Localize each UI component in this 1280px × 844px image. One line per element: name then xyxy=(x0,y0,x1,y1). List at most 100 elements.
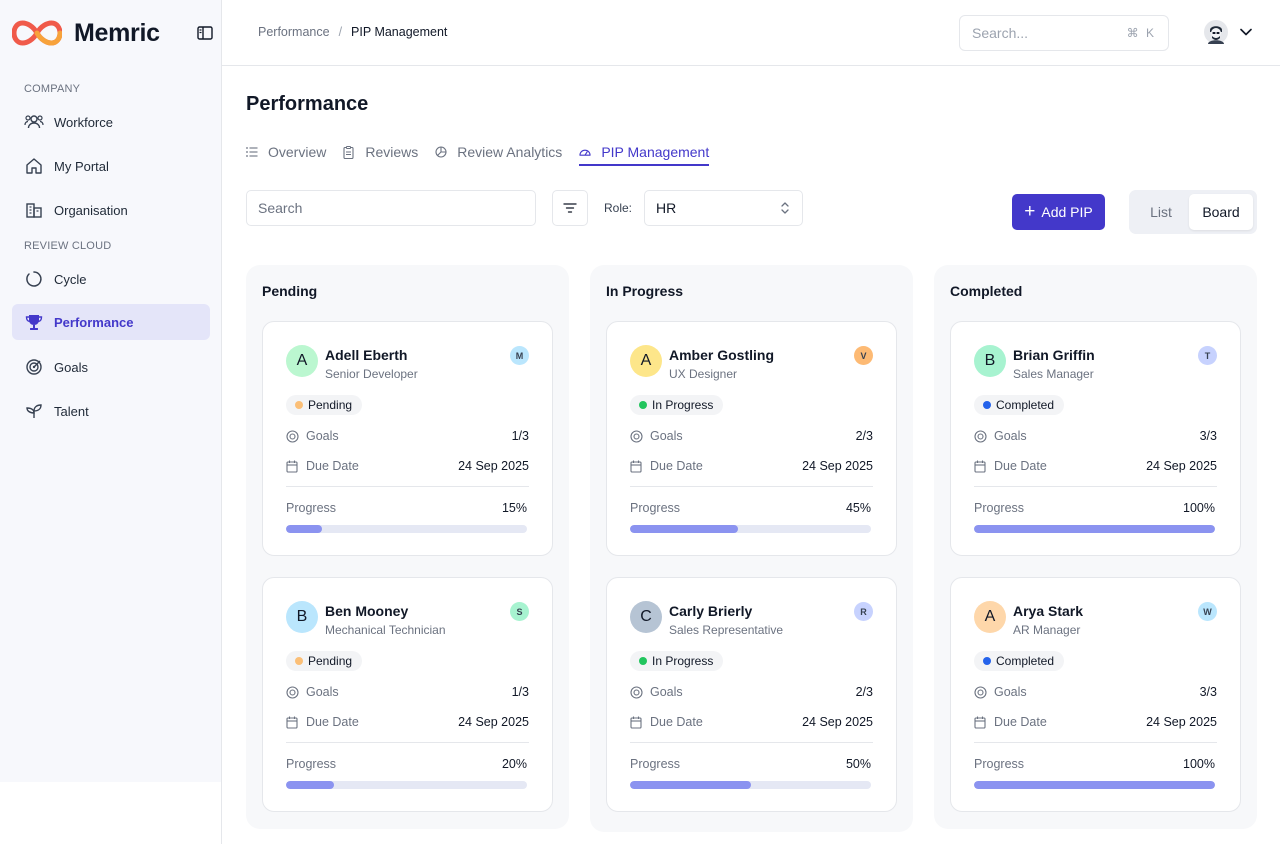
pip-card[interactable]: A Adell Eberth Senior Developer M Pending Goa… xyxy=(262,321,553,556)
employee-name: Arya Stark xyxy=(1013,603,1084,619)
view-option-list[interactable]: List xyxy=(1150,204,1172,220)
tab-overview[interactable]: Overview xyxy=(246,140,326,164)
trophy-icon xyxy=(24,312,44,332)
global-search-input[interactable]: Search... ⌘ K xyxy=(959,15,1169,51)
role-select-value: HR xyxy=(656,200,677,216)
goals-label: Goals xyxy=(994,429,1027,443)
clipboard-icon xyxy=(343,145,355,159)
goal-target-icon xyxy=(286,685,300,699)
progress-bar xyxy=(974,525,1215,533)
sidebar-item-label: Performance xyxy=(54,314,134,330)
sidebar-item-my-portal[interactable]: My Portal xyxy=(12,148,210,184)
progress-bar xyxy=(286,525,527,533)
tab-reviews[interactable]: Reviews xyxy=(343,140,418,164)
page-tabs: Overview Reviews Review Analytics PIP Ma… xyxy=(246,140,726,166)
pip-search-input[interactable] xyxy=(246,190,536,226)
sidebar-toggle-button[interactable] xyxy=(194,23,216,43)
tab-review-analytics[interactable]: Review Analytics xyxy=(435,140,562,164)
goals-label: Goals xyxy=(306,685,339,699)
progress-bar xyxy=(974,781,1215,789)
progress-bar xyxy=(630,525,871,533)
due-date-row: Due Date 24 Sep 2025 xyxy=(630,459,873,473)
status-dot-icon xyxy=(639,401,647,409)
goals-value: 3/3 xyxy=(1199,685,1217,699)
board-column-pending: Pending A Adell Eberth Senior Developer M Pen… xyxy=(246,265,569,829)
due-date-label: Due Date xyxy=(650,715,703,729)
sidebar: Memric COMPANY Workforce My Portal Organ… xyxy=(0,0,221,782)
sidebar-item-organisation[interactable]: Organisation xyxy=(12,192,210,228)
user-menu[interactable] xyxy=(1204,20,1252,44)
tab-label: Overview xyxy=(268,144,327,160)
filter-button[interactable] xyxy=(552,190,588,226)
goal-target-icon xyxy=(286,429,300,443)
progress-bar-fill xyxy=(974,525,1215,533)
progress-bar-fill xyxy=(974,781,1215,789)
tab-pip-management[interactable]: PIP Management xyxy=(579,140,710,166)
sidebar-item-performance[interactable]: Performance xyxy=(12,304,210,340)
app-name: Memric xyxy=(74,18,160,47)
goal-target-icon xyxy=(630,685,644,699)
pip-card[interactable]: B Ben Mooney Mechanical Technician S Pending… xyxy=(262,577,553,812)
due-date-row: Due Date 24 Sep 2025 xyxy=(974,459,1217,473)
board-column-completed: Completed B Brian Griffin Sales Manager T Com… xyxy=(934,265,1257,829)
add-pip-button[interactable]: + Add PIP xyxy=(1012,194,1105,230)
calendar-icon xyxy=(974,715,988,729)
status-dot-icon xyxy=(983,401,991,409)
employee-avatar: A xyxy=(974,601,1006,633)
target-icon xyxy=(24,357,44,377)
progress-bar-fill xyxy=(630,781,751,789)
status-label: Completed xyxy=(996,398,1055,412)
goals-row: Goals 2/3 xyxy=(630,429,873,443)
sidebar-item-workforce[interactable]: Workforce xyxy=(12,104,210,140)
due-date-label: Due Date xyxy=(306,459,359,473)
due-date-value: 24 Sep 2025 xyxy=(802,459,873,473)
app-logo[interactable]: Memric xyxy=(12,18,160,48)
goals-row: Goals 3/3 xyxy=(974,685,1217,699)
goals-label: Goals xyxy=(650,685,683,699)
status-label: In Progress xyxy=(652,398,714,412)
goal-target-icon xyxy=(630,429,644,443)
progress-label: Progress xyxy=(286,501,337,515)
user-avatar xyxy=(1204,20,1228,44)
employee-name: Amber Gostling xyxy=(669,347,775,363)
pip-card[interactable]: C Carly Brierly Sales Representative R In Pr… xyxy=(606,577,897,812)
calendar-icon xyxy=(630,715,644,729)
status-label: Pending xyxy=(308,398,353,412)
card-divider xyxy=(630,486,873,487)
employee-role: AR Manager xyxy=(1013,623,1081,637)
pip-card[interactable]: B Brian Griffin Sales Manager T Completed Goa… xyxy=(950,321,1241,556)
goals-label: Goals xyxy=(650,429,683,443)
status-badge: In Progress xyxy=(630,651,724,671)
pip-card[interactable]: A Amber Gostling UX Designer V In Progress Go… xyxy=(606,321,897,556)
goal-target-icon xyxy=(974,429,988,443)
breadcrumb: Performance / PIP Management xyxy=(258,25,447,39)
search-shortcut-hint: ⌘ K xyxy=(1126,26,1156,40)
status-badge: Completed xyxy=(974,395,1065,415)
sidebar-item-goals[interactable]: Goals xyxy=(12,349,210,385)
gauge-icon xyxy=(579,145,591,159)
sidebar-item-talent[interactable]: Talent xyxy=(12,393,210,429)
sidebar-item-cycle[interactable]: Cycle xyxy=(12,261,210,297)
goals-value: 1/3 xyxy=(511,685,529,699)
employee-role: Mechanical Technician xyxy=(325,623,446,637)
progress-value: 15% xyxy=(501,501,527,515)
sidebar-item-label: Workforce xyxy=(54,114,113,130)
breadcrumb-current: PIP Management xyxy=(351,25,448,39)
column-title: Pending xyxy=(262,283,318,299)
status-badge: Completed xyxy=(974,651,1065,671)
pip-card[interactable]: A Arya Stark AR Manager W Completed Goals 3/3 D… xyxy=(950,577,1241,812)
role-select[interactable]: HR xyxy=(644,190,803,226)
sidebar-item-label: Goals xyxy=(54,359,88,375)
breadcrumb-link-performance[interactable]: Performance xyxy=(258,25,330,39)
due-date-row: Due Date 24 Sep 2025 xyxy=(974,715,1217,729)
status-dot-icon xyxy=(983,657,991,665)
employee-name: Carly Brierly xyxy=(669,603,753,619)
goals-row: Goals 3/3 xyxy=(974,429,1217,443)
status-label: Completed xyxy=(996,654,1055,668)
pie-chart-icon xyxy=(435,145,447,159)
card-divider xyxy=(974,486,1217,487)
assignee-avatar: W xyxy=(1198,602,1217,621)
progress-bar-fill xyxy=(286,781,335,789)
progress-label: Progress xyxy=(974,757,1025,771)
view-option-board[interactable]: Board xyxy=(1189,194,1253,230)
